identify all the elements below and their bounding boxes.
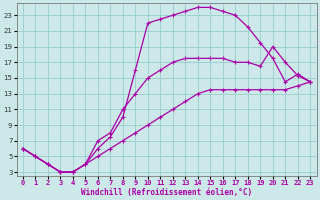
X-axis label: Windchill (Refroidissement éolien,°C): Windchill (Refroidissement éolien,°C) [81, 188, 252, 197]
